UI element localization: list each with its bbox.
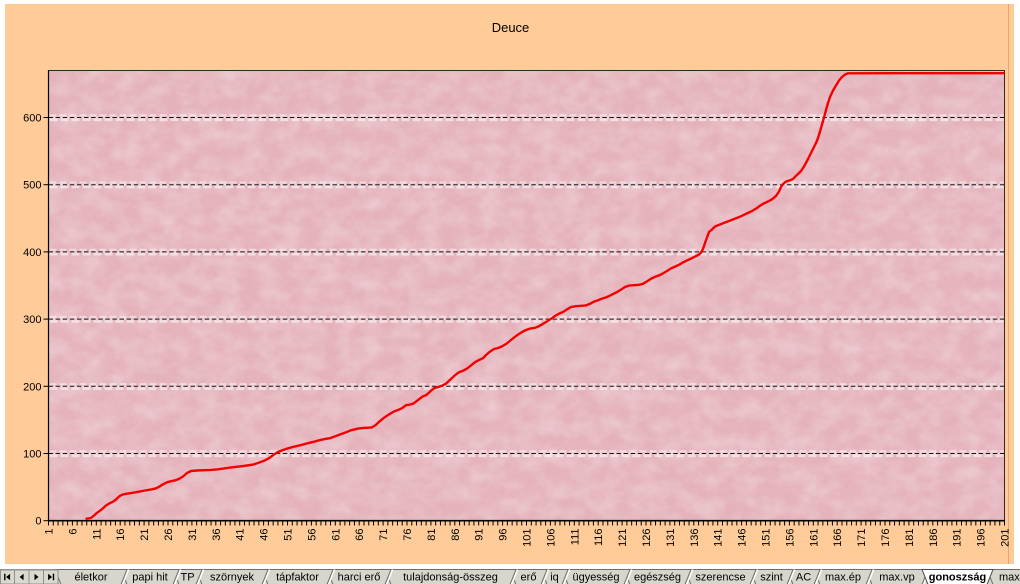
svg-text:61: 61 [330, 529, 342, 541]
svg-text:76: 76 [402, 529, 414, 541]
svg-text:71: 71 [378, 529, 390, 541]
svg-text:tulajdonság-összeg: tulajdonság-összeg [403, 572, 498, 584]
svg-text:papi hit: papi hit [132, 572, 167, 584]
svg-text:0: 0 [35, 516, 41, 528]
svg-text:31: 31 [187, 529, 199, 541]
svg-text:171: 171 [856, 529, 868, 547]
svg-text:91: 91 [474, 529, 486, 541]
svg-text:106: 106 [545, 529, 557, 547]
svg-text:szerencse: szerencse [695, 572, 745, 584]
svg-text:121: 121 [617, 529, 629, 547]
svg-text:186: 186 [928, 529, 940, 547]
svg-text:100: 100 [23, 449, 41, 461]
svg-text:AC: AC [796, 572, 811, 584]
svg-text:201: 201 [1000, 529, 1012, 547]
svg-text:36: 36 [211, 529, 223, 541]
svg-text:151: 151 [761, 529, 773, 547]
svg-text:86: 86 [450, 529, 462, 541]
svg-text:11: 11 [91, 529, 103, 540]
svg-text:166: 166 [832, 529, 844, 547]
svg-text:116: 116 [593, 529, 605, 547]
svg-text:196: 196 [976, 529, 988, 547]
svg-text:TP: TP [180, 572, 194, 584]
svg-text:szörnyek: szörnyek [210, 572, 255, 584]
svg-text:51: 51 [283, 529, 295, 541]
svg-text:66: 66 [354, 529, 366, 541]
svg-text:6: 6 [67, 529, 79, 535]
svg-text:141: 141 [713, 529, 725, 547]
svg-text:46: 46 [259, 529, 271, 541]
svg-text:126: 126 [641, 529, 653, 547]
svg-text:111: 111 [569, 529, 581, 546]
svg-text:101: 101 [522, 529, 534, 547]
svg-text:81: 81 [426, 529, 438, 541]
svg-text:szint: szint [760, 572, 783, 584]
svg-text:tápfaktor: tápfaktor [276, 572, 319, 584]
svg-text:Deuce: Deuce [492, 20, 530, 35]
svg-text:500: 500 [23, 180, 41, 192]
svg-text:21: 21 [139, 529, 151, 541]
svg-text:131: 131 [665, 529, 677, 547]
svg-text:ügyesség: ügyesség [572, 572, 619, 584]
svg-text:gonoszság: gonoszság [929, 572, 986, 584]
svg-text:max.ép: max.ép [825, 572, 861, 584]
svg-text:400: 400 [23, 247, 41, 259]
svg-text:1: 1 [44, 529, 56, 535]
svg-text:191: 191 [952, 529, 964, 547]
svg-text:max.vp: max.vp [879, 572, 914, 584]
svg-text:egészség: egészség [634, 572, 681, 584]
svg-text:26: 26 [163, 529, 175, 541]
svg-text:erő: erő [521, 572, 537, 584]
svg-text:146: 146 [737, 529, 749, 547]
svg-text:életkor: életkor [74, 572, 107, 584]
svg-text:200: 200 [23, 381, 41, 393]
svg-text:iq: iq [550, 572, 559, 584]
svg-text:600: 600 [23, 113, 41, 125]
svg-text:max.tp: max.tp [999, 572, 1020, 584]
svg-text:16: 16 [115, 529, 127, 541]
svg-text:181: 181 [904, 529, 916, 547]
svg-text:harci erő: harci erő [338, 572, 381, 584]
svg-text:96: 96 [498, 529, 510, 541]
svg-text:300: 300 [23, 314, 41, 326]
svg-text:161: 161 [808, 529, 820, 547]
svg-text:56: 56 [306, 529, 318, 541]
svg-text:176: 176 [880, 529, 892, 547]
svg-text:156: 156 [784, 529, 796, 547]
svg-text:41: 41 [235, 529, 247, 541]
svg-text:136: 136 [689, 529, 701, 547]
